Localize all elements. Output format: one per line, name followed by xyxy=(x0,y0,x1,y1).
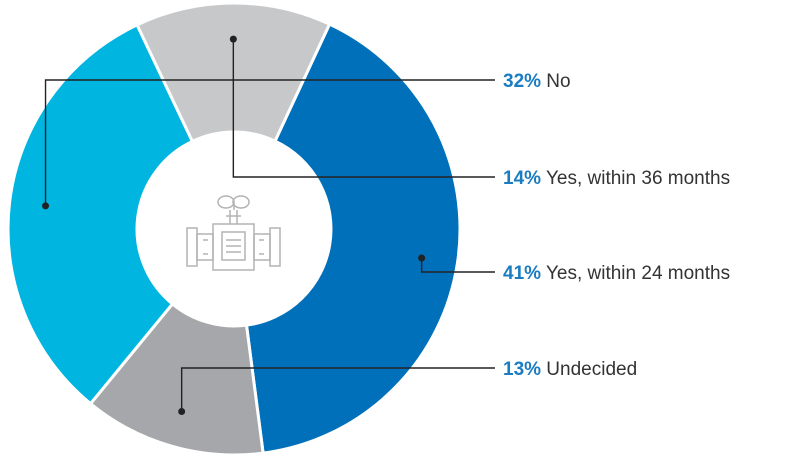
leader-line-yes-within-36-months xyxy=(232,39,495,178)
slices-layer xyxy=(6,1,462,456)
valve-pipe-icon xyxy=(186,195,281,271)
slice-pct-undecided: 13% xyxy=(503,359,541,380)
slice-pct-no: 32% xyxy=(503,71,541,92)
slice-pct-yes-within-24-months: 41% xyxy=(503,263,541,284)
slice-label-yes-within-24-months: 41% Yes, within 24 months xyxy=(503,263,730,284)
slice-text-no: No xyxy=(541,71,571,92)
labels-layer: 41% Yes, within 24 months 13% Undecided 32… xyxy=(42,35,730,416)
center-hole xyxy=(137,132,331,326)
leader-line-no xyxy=(44,79,495,206)
slice-text-yes-within-36-months: Yes, within 36 months xyxy=(541,168,730,189)
leader-line-yes-within-24-months xyxy=(420,258,495,273)
slice-label-yes-within-36-months: 14% Yes, within 36 months xyxy=(503,168,730,189)
slice-yes-within-24-months xyxy=(244,22,462,455)
leader-line-undecided xyxy=(180,367,495,412)
slice-pct-yes-within-36-months: 14% xyxy=(503,168,541,189)
slice-label-undecided: 13% Undecided xyxy=(503,359,637,380)
slice-text-yes-within-24-months: Yes, within 24 months xyxy=(541,263,730,284)
slice-text-undecided: Undecided xyxy=(541,359,637,380)
slice-label-no: 32% No xyxy=(503,71,571,92)
